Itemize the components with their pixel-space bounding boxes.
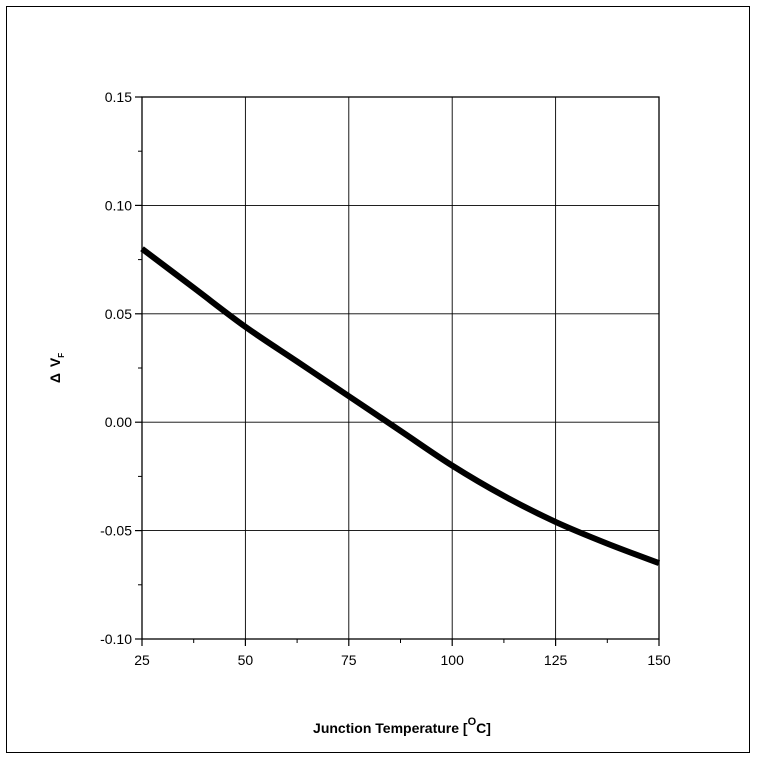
y-tick-label: 0.15 bbox=[105, 89, 132, 105]
y-tick-label: 0.10 bbox=[105, 197, 132, 213]
x-tick-label: 150 bbox=[647, 652, 671, 668]
x-axis-title: Junction Temperature [OC] bbox=[313, 716, 491, 736]
x-tick-label: 25 bbox=[134, 652, 150, 668]
y-tick-label: 0.00 bbox=[105, 414, 132, 430]
x-axis-title-sup: O bbox=[468, 716, 477, 728]
svg-text:ΔVF: ΔVF bbox=[47, 353, 66, 383]
data-points bbox=[142, 249, 659, 564]
x-tick-label: 100 bbox=[441, 652, 465, 668]
plot-area bbox=[141, 96, 660, 640]
y-tick-labels: 0.15 0.10 0.05 0.00 -0.05 -0.10 bbox=[100, 89, 132, 647]
x-tick-label: 50 bbox=[238, 652, 254, 668]
x-axis-title-main: Junction Temperature [ bbox=[313, 720, 468, 736]
y-tick-label: -0.10 bbox=[100, 631, 132, 647]
y-axis-title-main: V bbox=[47, 357, 63, 367]
y-tick-label: -0.05 bbox=[100, 523, 132, 539]
x-axis-title-end: C] bbox=[476, 720, 491, 736]
y-tick-label: 0.05 bbox=[105, 306, 132, 322]
y-axis-title: ΔVF bbox=[47, 353, 66, 383]
series-line bbox=[140, 246, 661, 566]
grid bbox=[141, 96, 660, 640]
chart-frame bbox=[6, 6, 750, 753]
x-tick-label: 75 bbox=[341, 652, 357, 668]
minor-ticks bbox=[135, 96, 660, 646]
y-axis-title-delta: Δ bbox=[47, 373, 63, 383]
y-axis-title-sub: F bbox=[57, 353, 66, 358]
x-tick-label: 125 bbox=[544, 652, 568, 668]
x-tick-labels: 25 50 75 100 125 150 bbox=[134, 652, 671, 668]
